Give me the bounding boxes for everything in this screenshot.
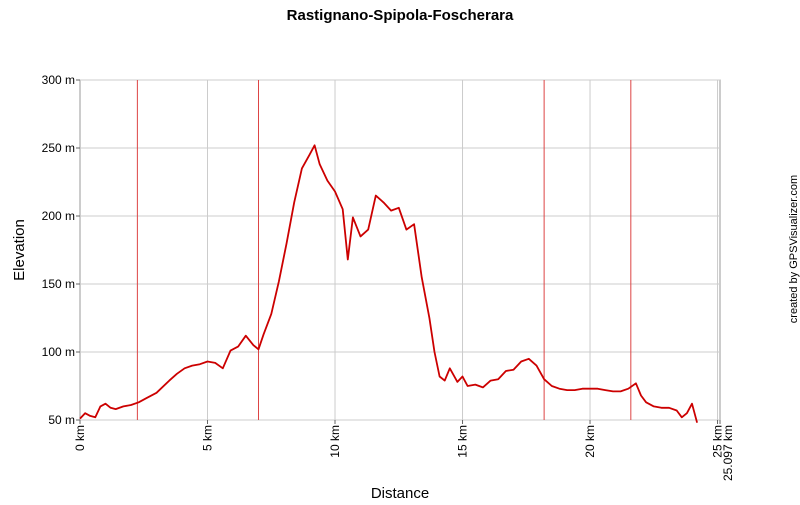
- y-tick-label: 300 m: [42, 73, 75, 87]
- x-tick-label: 20 km: [583, 425, 597, 458]
- elevation-line: [79, 144, 698, 423]
- y-tick-label: 250 m: [42, 141, 75, 155]
- axis-ticks: 300 m 250 m 200 m 150 m 100 m 50 m0 km 5 km 10 …: [42, 73, 735, 481]
- chart-title: Rastignano-Spipola-Foscherara: [287, 7, 514, 24]
- elevation-series: [79, 144, 698, 423]
- x-tick-label: 10 km: [328, 425, 342, 458]
- x-tick-label: 25 km: [711, 425, 725, 458]
- y-tick-label: 100 m: [42, 345, 75, 359]
- waypoint-markers: [136, 80, 632, 420]
- x-tick-label: 0 km: [73, 425, 87, 451]
- grid-lines: [80, 79, 720, 421]
- x-tick-label: 5 km: [201, 425, 215, 451]
- y-tick-label: 150 m: [42, 277, 75, 291]
- y-axis-label: Elevation: [11, 219, 28, 281]
- x-axis-label: Distance: [371, 485, 429, 500]
- x-tick-label: 15 km: [456, 425, 470, 458]
- y-tick-label: 200 m: [42, 209, 75, 223]
- y-tick-label: 50 m: [48, 413, 75, 427]
- plot-area: [79, 79, 721, 421]
- credit-label: created by GPSVisualizer.com: [788, 175, 800, 323]
- x-tick-label: 25.097 km: [721, 425, 735, 481]
